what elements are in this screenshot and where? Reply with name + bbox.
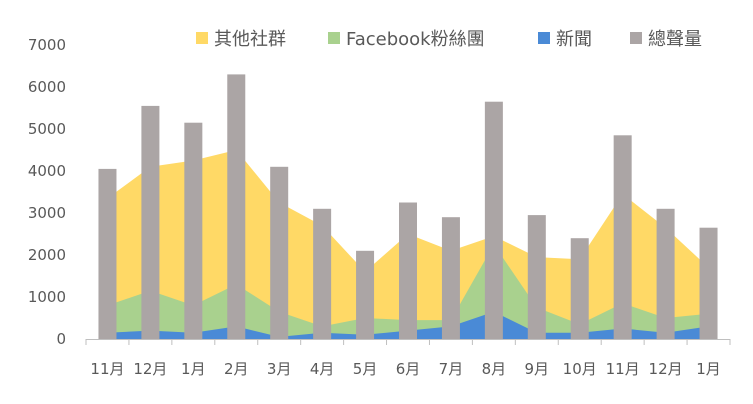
y-tick-label: 1000 [28, 288, 66, 306]
bar-total-volume [441, 217, 460, 339]
x-axis: 11月 12月 1月 2月 3月 4月 5月 6月 7月 8月 9月 10月 11月 12月 1月 [85, 339, 731, 378]
y-tick-label: 0 [56, 330, 66, 348]
x-tick-label: 9月 [525, 360, 550, 378]
x-tick-label: 5月 [353, 360, 378, 378]
x-tick-label: 1月 [181, 360, 206, 378]
x-tick-label: 11月 [606, 360, 640, 378]
x-tick-label: 7月 [439, 360, 464, 378]
bar-total-volume [699, 227, 718, 339]
legend-label: 其他社群 [214, 29, 286, 50]
legend-label: 總聲量 [648, 29, 702, 50]
bar-total-volume [98, 168, 117, 339]
y-tick-label: 2000 [28, 246, 66, 264]
y-tick-label: 6000 [28, 78, 66, 96]
x-tick-label: 8月 [482, 360, 507, 378]
bar-total-volume [570, 238, 589, 339]
x-tick-label: 11月 [90, 360, 124, 378]
y-tick-label: 7000 [28, 36, 66, 54]
x-tick-label: 3月 [267, 360, 292, 378]
plot-area [98, 74, 718, 340]
x-tick-label: 6月 [396, 360, 421, 378]
bar-total-volume [184, 122, 203, 339]
x-tick-label: 1月 [696, 360, 721, 378]
bar-total-volume [270, 166, 289, 339]
bar-total-volume [227, 74, 246, 340]
y-tick-label: 3000 [28, 204, 66, 222]
x-tick-label: 2月 [224, 360, 249, 378]
bar-total-volume [527, 215, 546, 339]
x-tick-label: 12月 [133, 360, 167, 378]
y-axis: 0 1000 2000 3000 4000 5000 6000 7000 [28, 36, 66, 348]
bar-total-volume [484, 101, 503, 339]
legend-label: Facebook粉絲團 [346, 29, 485, 50]
area-series-1 [107, 244, 709, 339]
legend-swatch [328, 32, 340, 44]
x-tick-label: 12月 [649, 360, 683, 378]
x-tick-label: 10月 [563, 360, 597, 378]
area-series-2 [107, 311, 709, 339]
legend-swatch [196, 32, 208, 44]
bar-total-volume [613, 135, 632, 339]
legend-swatch [630, 32, 642, 44]
bar-total-volume [356, 250, 375, 339]
y-tick-label: 4000 [28, 162, 66, 180]
bar-total-volume [141, 105, 160, 340]
bar-total-volume [656, 208, 675, 339]
x-tick-label: 4月 [310, 360, 335, 378]
legend-swatch [538, 32, 550, 44]
bar-total-volume [399, 202, 417, 339]
legend: 其他社群 Facebook粉絲團 新聞 總聲量 [196, 29, 702, 50]
legend-label: 新聞 [556, 29, 592, 50]
y-tick-label: 5000 [28, 120, 66, 138]
bar-total-volume [313, 208, 332, 339]
